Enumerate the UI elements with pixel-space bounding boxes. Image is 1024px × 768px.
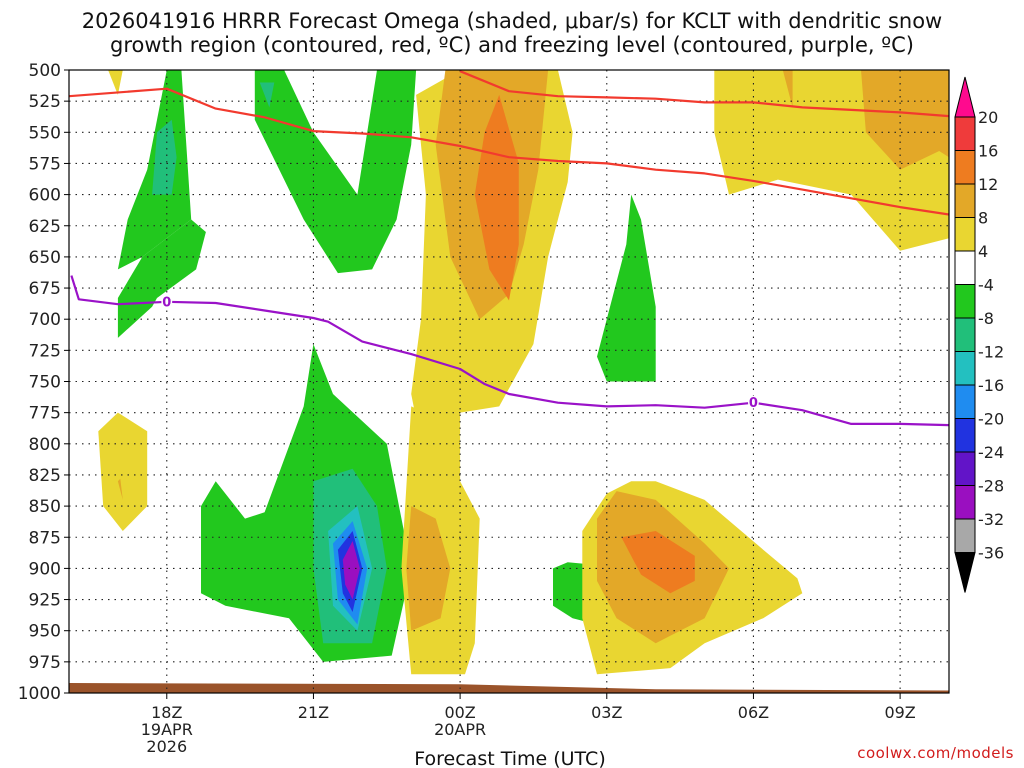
omega-region-4 [108, 70, 123, 95]
y-tick-label: 775 [29, 404, 61, 424]
y-tick-label: 600 [29, 186, 61, 206]
omega-region--28 [342, 541, 360, 600]
colorbar-swatch [954, 518, 976, 553]
omega-region--4 [597, 194, 656, 382]
x-tick-sublabel: 2026 [146, 737, 187, 756]
x-tick-sublabel: 19APR [141, 720, 193, 739]
omega-region-8 [117, 478, 123, 500]
x-tick-label: 21Z [298, 703, 329, 722]
y-axis: 500 525 550 575 600 625 650 675 700 725 750 775 800 8… [18, 61, 69, 704]
colorbar-swatch [954, 451, 976, 486]
omega-region--4 [254, 70, 417, 274]
colorbar-swatch [954, 384, 976, 419]
contour-lines: 00 [69, 70, 949, 427]
colorbar-label: 4 [978, 242, 988, 261]
colorbar-swatch [954, 150, 976, 185]
colorbar-label: -32 [978, 510, 1004, 529]
x-tick-label: 00Z [444, 703, 475, 722]
colorbar-swatch [954, 217, 976, 252]
colorbar-label: 8 [978, 209, 988, 228]
colorbar-swatch [954, 317, 976, 352]
y-tick-label: 875 [29, 528, 61, 548]
colorbar-label: -36 [978, 544, 1004, 563]
colorbar: 20 16 12 8 4 -4 -8 -12 -16 -20 -24 -28 -32 -36 [954, 76, 1004, 593]
freezing-level-label: 0 [162, 295, 171, 310]
y-tick-label: 650 [29, 248, 61, 268]
y-tick-label: 500 [29, 61, 61, 81]
colorbar-swatch [954, 284, 976, 319]
colorbar-swatch [954, 418, 976, 453]
omega-region--8 [259, 82, 275, 108]
y-tick-label: 725 [29, 341, 61, 361]
colorbar-label: -16 [978, 376, 1004, 395]
y-tick-label: 925 [29, 591, 61, 611]
colorbar-swatch [954, 183, 976, 218]
omega-region-4 [98, 412, 148, 531]
freezing-level-line [70, 275, 949, 427]
colorbar-label: -12 [978, 343, 1004, 362]
omega-region--8 [152, 119, 177, 195]
colorbar-swatch-bottom [954, 552, 976, 593]
x-tick-label: 06Z [738, 703, 769, 722]
omega-region-8 [782, 70, 793, 108]
omega-region-8 [861, 70, 949, 170]
colorbar-swatch-top [954, 76, 976, 118]
colorbar-label: -28 [978, 477, 1004, 496]
y-tick-label: 675 [29, 279, 61, 299]
y-tick-label: 975 [29, 653, 61, 673]
colorbar-label: -8 [978, 309, 994, 328]
y-tick-label: 625 [29, 217, 61, 237]
colorbar-label: 12 [978, 175, 998, 194]
y-tick-label: 1000 [18, 684, 61, 704]
chart-title-line-1: 2026041916 HRRR Forecast Omega (shaded, … [81, 9, 943, 33]
colorbar-swatch [954, 250, 976, 285]
omega-region-8 [406, 506, 451, 631]
y-tick-label: 575 [29, 154, 61, 174]
x-tick-label: 18Z [151, 703, 182, 722]
colorbar-label: -4 [978, 276, 994, 295]
ground-surface [69, 683, 949, 693]
colorbar-swatch [954, 351, 976, 386]
omega-region-12 [621, 531, 695, 594]
y-tick-label: 750 [29, 373, 61, 393]
y-tick-label: 800 [29, 435, 61, 455]
chart-title-line-2: growth region (contoured, red, ºC) and f… [110, 33, 914, 57]
omega-shading [98, 70, 949, 675]
colorbar-label: -24 [978, 443, 1004, 462]
colorbar-swatch [954, 485, 976, 520]
omega-region--4 [117, 219, 206, 338]
colorbar-swatch [954, 116, 976, 151]
freezing-level-label: 0 [749, 396, 758, 411]
y-tick-label: 825 [29, 466, 61, 486]
credit-text[interactable]: coolwx.com/models [857, 744, 1014, 762]
omega-region--4 [201, 344, 412, 662]
y-tick-label: 900 [29, 559, 61, 579]
colorbar-label: -20 [978, 410, 1004, 429]
colorbar-label: 20 [978, 108, 998, 127]
x-tick-sublabel: 20APR [434, 720, 486, 739]
y-tick-label: 550 [29, 123, 61, 143]
omega-region-12 [474, 94, 519, 301]
y-tick-label: 525 [29, 92, 61, 112]
dgz-contour-line-upper [459, 70, 949, 118]
ground-terrain [69, 683, 949, 693]
dgz-contour-line-lower [69, 87, 949, 216]
colorbar-label: 16 [978, 142, 998, 161]
y-tick-label: 850 [29, 497, 61, 517]
x-axis-label: Forecast Time (UTC) [414, 748, 605, 768]
y-tick-label: 950 [29, 622, 61, 642]
y-tick-label: 700 [29, 310, 61, 330]
x-tick-label: 09Z [884, 703, 915, 722]
x-tick-label: 03Z [591, 703, 622, 722]
